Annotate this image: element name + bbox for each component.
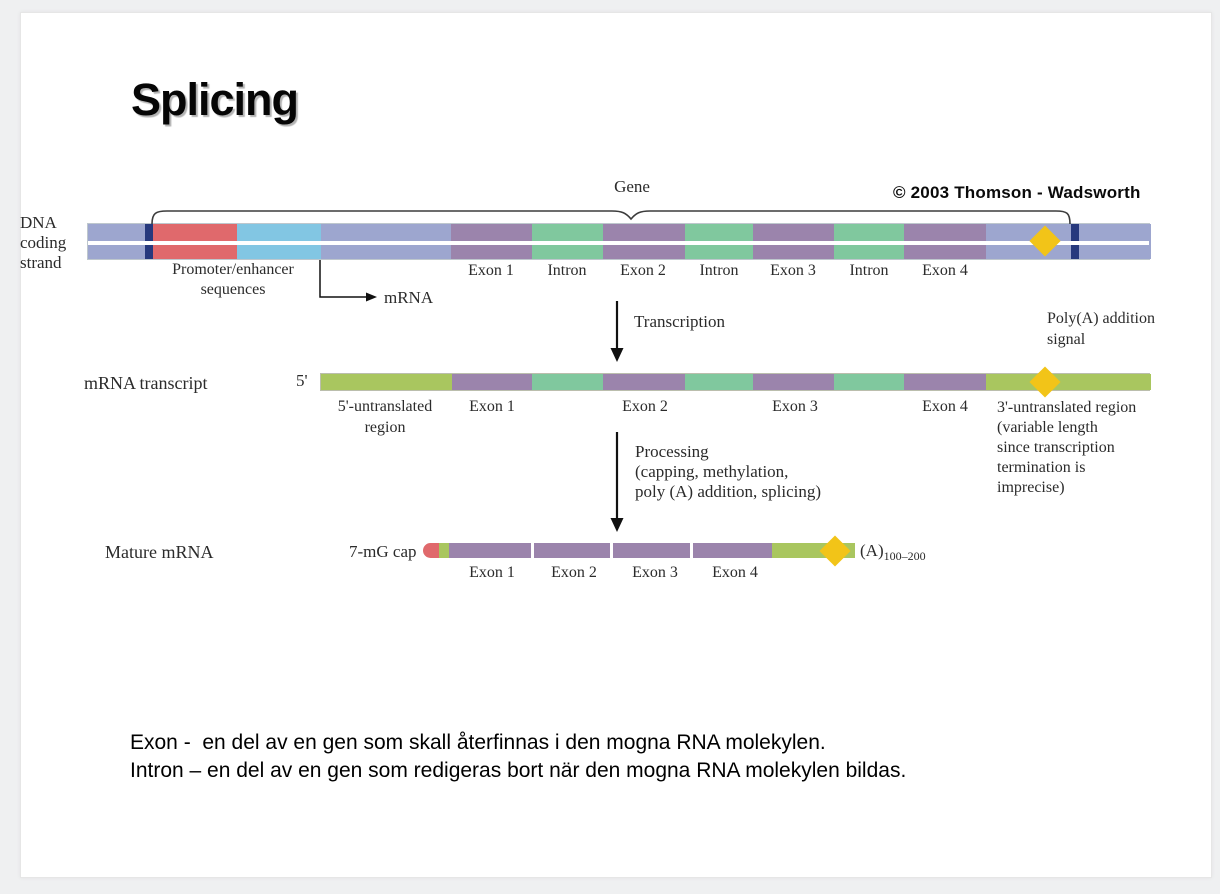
utr5-label-line2: region — [364, 419, 406, 436]
dna-strand-label: DNA coding strand — [20, 213, 66, 273]
mature-mrna-bar — [423, 543, 855, 558]
dna-strand-label-line: strand — [20, 253, 62, 272]
cap-label: 7-mG cap — [349, 542, 417, 561]
promoter-label-line2: sequences — [200, 281, 266, 298]
transcript-label-exon1: Exon 1 — [469, 398, 515, 415]
mature-exon1 — [449, 543, 531, 558]
dna-track-label-exon3: Exon 3 — [770, 262, 816, 279]
transcript-exon3 — [753, 374, 834, 390]
processing-line: Processing — [635, 442, 709, 461]
dna-strand-label-line: DNA — [20, 213, 57, 232]
processing-line: poly (A) addition, splicing) — [635, 482, 822, 501]
polya-signal-line: signal — [1047, 331, 1086, 348]
transcript-exon2 — [603, 374, 685, 390]
utr3-line: imprecise) — [997, 479, 1065, 496]
polya-signal-line: Poly(A) addition — [1047, 310, 1155, 327]
utr5-label: 5'-untranslated — [337, 398, 433, 415]
processing-line: (capping, methylation, — [635, 462, 789, 481]
copyright-text: © 2003 Thomson - Wadsworth — [893, 183, 1141, 202]
mature-exon2 — [534, 543, 610, 558]
mature-utr5-sliver — [439, 543, 449, 558]
definition-notes: Exon - en del av en gen som skall återfi… — [130, 729, 906, 784]
dna-strand-label-line: coding — [20, 233, 67, 252]
dna-track-label-exon1: Exon 1 — [468, 262, 514, 279]
dna-strand-separator — [88, 241, 1149, 245]
promoter-label: Promoter/enhancer — [172, 261, 294, 278]
transcript-utr3 — [986, 374, 1151, 390]
utr3-line: termination is — [997, 459, 1086, 476]
exon-definition: Exon - en del av en gen som skall återfi… — [130, 731, 826, 754]
mature-exon3 — [613, 543, 690, 558]
intron-definition: Intron – en del av en gen som redigeras … — [130, 758, 907, 782]
transcript-intron — [532, 374, 603, 390]
transcript-exon1 — [452, 374, 532, 390]
transcript-intron — [834, 374, 904, 390]
utr3-label-block: 3'-untranslated region (variable length … — [997, 398, 1136, 498]
mature-row-label: Mature mRNA — [105, 542, 214, 562]
mrna-transcript-bar — [320, 373, 1151, 391]
dna-coding-strand-bar — [87, 223, 1151, 260]
dna-track-label-intron: Intron — [849, 262, 889, 279]
mature-exon4 — [693, 543, 772, 558]
utr3-line: since transcription — [997, 439, 1115, 456]
polya-tail-subscript: 100–200 — [883, 549, 926, 563]
dna-track-label-intron: Intron — [547, 262, 587, 279]
processing-label-block: Processing (capping, methylation, poly (… — [635, 442, 821, 502]
utr3-line: 3'-untranslated region — [997, 399, 1137, 416]
mature-7mg-cap — [423, 543, 439, 558]
transcript-label-exon2: Exon 2 — [622, 398, 668, 415]
transcript-exon4 — [904, 374, 986, 390]
mature-label-exon3: Exon 3 — [632, 564, 678, 581]
mature-label-exon4: Exon 4 — [712, 564, 758, 581]
mature-label-exon1: Exon 1 — [469, 564, 515, 581]
polya-tail-label: (A)100–200 — [860, 541, 926, 563]
mature-label-exon2: Exon 2 — [551, 564, 597, 581]
transcript-label-exon4: Exon 4 — [922, 398, 968, 415]
transcript-row-label: mRNA transcript — [84, 373, 208, 393]
mrna-arrow-label: mRNA — [384, 288, 434, 307]
transcript-label-exon3: Exon 3 — [772, 398, 818, 415]
slide-title: Splicing — [131, 74, 299, 125]
dna-track-label-exon2: Exon 2 — [620, 262, 666, 279]
utr3-line: (variable length — [997, 419, 1098, 436]
five-prime-label: 5' — [296, 371, 308, 390]
dna-track-label-intron: Intron — [699, 262, 739, 279]
transcript-intron — [685, 374, 753, 390]
gene-label: Gene — [614, 177, 650, 196]
transcription-label: Transcription — [634, 312, 725, 331]
dna-track-label-exon4: Exon 4 — [922, 262, 968, 279]
transcript-utr5 — [321, 374, 452, 390]
polya-tail-a: (A) — [860, 541, 884, 560]
polya-signal-label: Poly(A) addition signal — [1047, 308, 1155, 350]
